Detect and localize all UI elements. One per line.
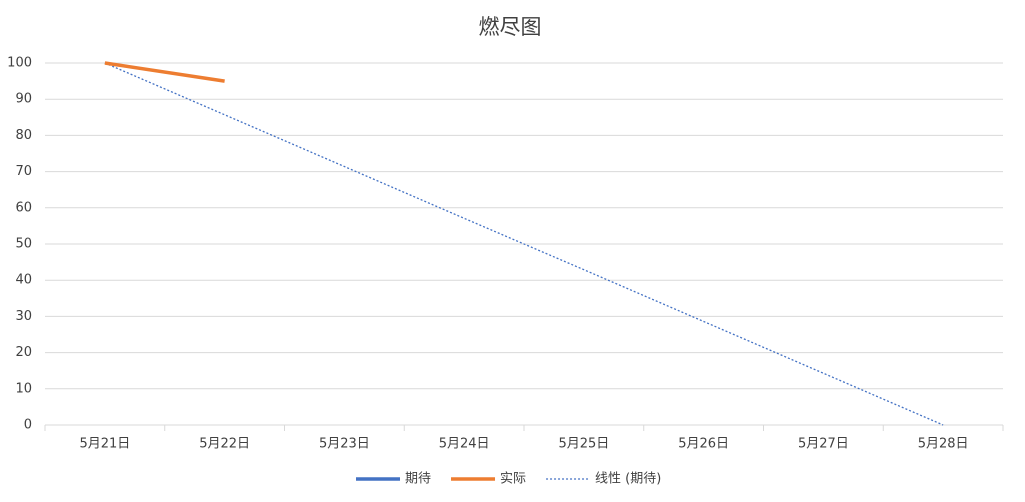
legend-label: 实际 bbox=[500, 472, 526, 487]
chart-title: 燃尽图 bbox=[479, 15, 542, 39]
x-tick-label: 5月24日 bbox=[439, 437, 490, 452]
x-tick-label: 5月21日 bbox=[79, 437, 130, 452]
y-tick-label: 40 bbox=[15, 273, 32, 288]
x-tick-label: 5月27日 bbox=[798, 437, 849, 452]
y-tick-label: 90 bbox=[15, 92, 32, 107]
y-tick-label: 30 bbox=[15, 309, 32, 324]
series-line bbox=[104, 62, 944, 426]
series-line bbox=[104, 61, 225, 83]
x-tick-label: 5月25日 bbox=[558, 437, 609, 452]
x-tick-label: 5月22日 bbox=[199, 437, 250, 452]
x-tick-label: 5月23日 bbox=[319, 437, 370, 452]
legend-label: 期待 bbox=[405, 472, 431, 487]
y-tick-label: 20 bbox=[15, 345, 32, 360]
y-tick-label: 60 bbox=[15, 200, 32, 215]
legend-label: 线性 (期待) bbox=[595, 472, 661, 487]
y-tick-label: 10 bbox=[15, 381, 32, 396]
x-tick-label: 5月28日 bbox=[918, 437, 969, 452]
y-tick-label: 80 bbox=[15, 128, 32, 143]
y-tick-label: 70 bbox=[15, 164, 32, 179]
x-tick-label: 5月26日 bbox=[678, 437, 729, 452]
y-tick-label: 50 bbox=[15, 237, 32, 252]
y-tick-label: 0 bbox=[24, 418, 32, 433]
y-tick-label: 100 bbox=[7, 56, 32, 71]
